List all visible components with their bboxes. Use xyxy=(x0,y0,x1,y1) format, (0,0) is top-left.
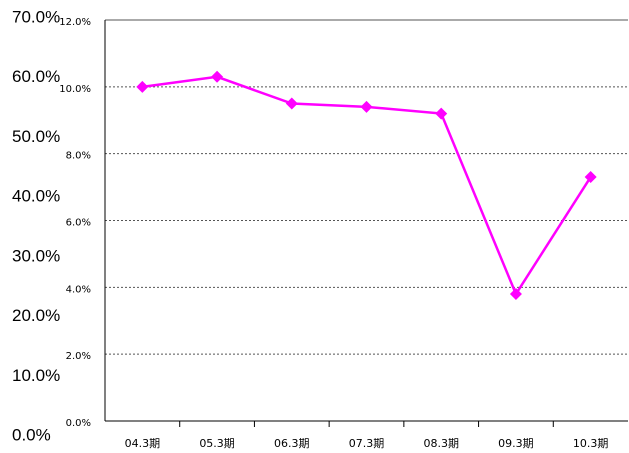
marker xyxy=(360,100,373,113)
y2-tick-label: 30.0% xyxy=(12,246,60,265)
y-tick-label: 6.0% xyxy=(66,218,91,229)
x-tick-label: 07.3期 xyxy=(349,437,385,450)
marker xyxy=(435,107,448,120)
y-tick-label: 0.0% xyxy=(66,418,91,429)
y-tick-label: 8.0% xyxy=(66,151,91,162)
marker xyxy=(584,171,597,184)
x-tick-label: 05.3期 xyxy=(199,437,235,450)
x-tick-label: 09.3期 xyxy=(498,437,534,450)
x-tick-label: 06.3期 xyxy=(274,437,310,450)
y-tick-label: 2.0% xyxy=(66,351,91,362)
y2-tick-label: 60.0% xyxy=(12,67,60,86)
x-tick-label: 08.3期 xyxy=(423,437,459,450)
marker xyxy=(285,97,298,110)
y2-tick-label: 0.0% xyxy=(12,425,51,444)
marker xyxy=(509,288,522,301)
y-tick-label: 12.0% xyxy=(59,17,91,28)
y2-tick-label: 50.0% xyxy=(12,127,60,146)
y2-tick-label: 10.0% xyxy=(12,366,60,385)
marker xyxy=(136,80,149,93)
y2-tick-label: 70.0% xyxy=(12,7,60,26)
y2-tick-label: 20.0% xyxy=(12,306,60,325)
x-tick-label: 10.3期 xyxy=(573,437,609,450)
x-tick-label: 04.3期 xyxy=(125,437,161,450)
y2-tick-label: 40.0% xyxy=(12,187,60,206)
y-tick-label: 4.0% xyxy=(66,284,91,295)
marker xyxy=(211,70,224,83)
y-tick-label: 10.0% xyxy=(59,84,91,95)
